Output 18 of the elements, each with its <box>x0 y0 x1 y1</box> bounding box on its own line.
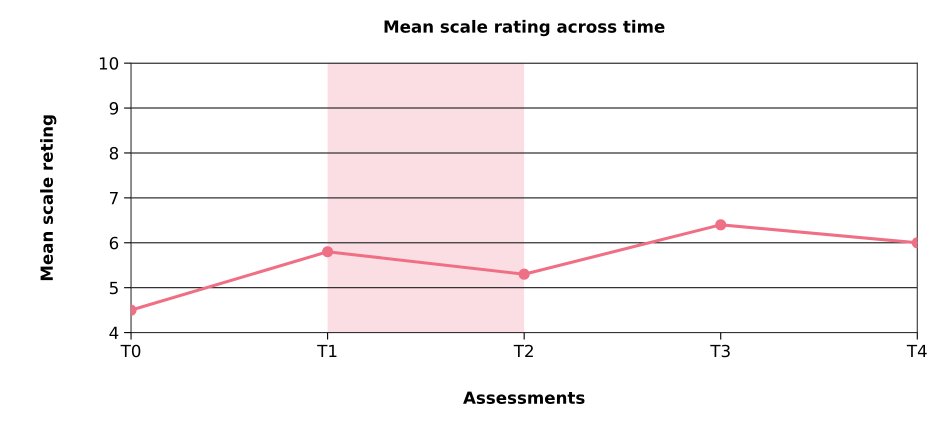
point <box>322 246 334 258</box>
x-tick-label: T4 <box>906 344 927 358</box>
point <box>715 219 726 230</box>
y-tick-label: 10 <box>100 57 118 70</box>
y-tick-label: 9 <box>110 102 118 115</box>
y-tick-label: 4 <box>109 326 118 339</box>
y-tick-label: 7 <box>110 192 118 204</box>
y-tick-label: 8 <box>110 146 118 160</box>
chart-title: Mean scale rating across time <box>384 20 664 36</box>
x-tick-label: T0 <box>120 344 140 358</box>
x-tick-label: T2 <box>514 344 533 358</box>
point <box>518 268 530 280</box>
x-tick-label: T3 <box>710 344 730 358</box>
x-tick-label: T1 <box>317 344 336 358</box>
x-axis-title: Assessments <box>463 392 585 404</box>
y-axis-title: Mean scale reting <box>40 115 56 280</box>
y-tick-label: 6 <box>110 236 118 250</box>
y-tick-label: 5 <box>110 282 118 294</box>
